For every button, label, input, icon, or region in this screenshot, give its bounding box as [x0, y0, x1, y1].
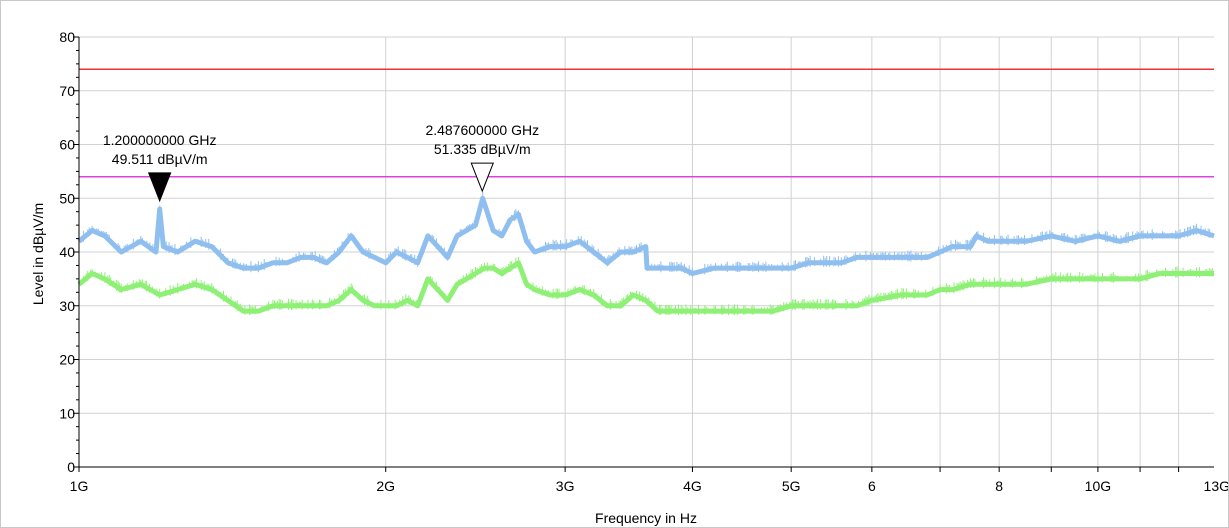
y-tick-label: 10 [59, 405, 75, 421]
y-tick-label: 60 [59, 137, 75, 153]
y-tick-label: 40 [59, 244, 75, 260]
limit-lines [79, 68, 1214, 178]
x-tick-label: 3G [556, 478, 575, 494]
x-tick-label: 5G [782, 478, 801, 494]
x-tick-label: 10G [1085, 478, 1111, 494]
x-tick-label: 1G [70, 478, 89, 494]
marker-level-label: 51.335 dBµV/m [434, 141, 531, 157]
x-tick-label: 2G [376, 478, 395, 494]
marker-frequency-label: 1.200000000 GHz [103, 132, 217, 148]
axes: 0 10 20 30 40 50 60 70 80 1G 2G 3G 4G 5G 6 8 10G 13G [59, 29, 1228, 494]
y-tick-label: 20 [59, 352, 75, 368]
x-tick-label: 4G [683, 478, 702, 494]
marker-open-triangle [470, 162, 494, 193]
y-axis-title: Level in dBµV/m [30, 203, 46, 305]
y-tick-label: 50 [59, 190, 75, 206]
marker-level-label: 49.511 dBµV/m [112, 151, 208, 167]
y-tick-label: 0 [67, 459, 75, 475]
marker-frequency-label: 2.487600000 GHz [425, 122, 539, 138]
markers: 1.200000000 GHz 49.511 dBµV/m 2.487600000 … [103, 122, 539, 203]
x-tick-label: 6 [868, 478, 876, 494]
x-axis-title: Frequency in Hz [595, 510, 697, 526]
marker-filled-triangle [147, 172, 172, 203]
y-tick-label: 80 [59, 29, 75, 45]
y-tick-label: 70 [59, 83, 75, 99]
y-tick-label: 30 [59, 298, 75, 314]
series-traces [77, 192, 1215, 316]
x-tick-label: 13G [1204, 478, 1228, 494]
x-tick-label: 8 [995, 478, 1003, 494]
